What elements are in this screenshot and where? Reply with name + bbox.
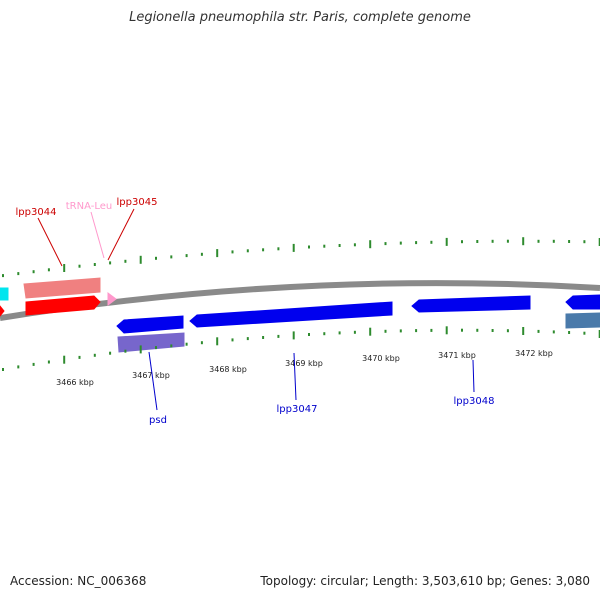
label-leaders: [37, 208, 475, 411]
gene-label-lpp3045[interactable]: lpp3045: [117, 197, 158, 208]
leader-line-lpp3048: [472, 359, 475, 393]
partial-gene-left-cyan-feature[interactable]: [0, 287, 9, 301]
scale-label: 3470 kbp: [362, 354, 400, 363]
inner-tick-row: [2, 326, 600, 371]
scale-labels: 3466 kbp 3467 kbp 3468 kbp 3469 kbp 3470…: [56, 349, 553, 387]
gene-labels: lpp3044 tRNA-Leu lpp3045 psd lpp3047 lpp…: [16, 197, 495, 426]
gene-lpp3047-feature[interactable]: [189, 301, 393, 328]
scale-label: 3466 kbp: [56, 378, 94, 387]
gene-label-lpp3044[interactable]: lpp3044: [16, 207, 57, 218]
accession-text: Accession: NC_006368: [10, 574, 147, 588]
scale-label: 3469 kbp: [285, 359, 323, 368]
leader-line-lpp3044: [37, 217, 63, 267]
gene-psd-feature[interactable]: [117, 332, 185, 353]
partial-gene-right-blue-feature[interactable]: [565, 294, 600, 310]
outer-tick-row: [2, 237, 600, 278]
leader-line-trna-leu: [90, 211, 105, 259]
scale-label: 3472 kbp: [515, 349, 553, 358]
trna-leu-feature[interactable]: [107, 292, 117, 306]
gene-label-lpp3047[interactable]: lpp3047: [277, 404, 318, 415]
gene-label-lpp3048[interactable]: lpp3048: [454, 396, 495, 407]
gene-label-trna-leu[interactable]: tRNA-Leu: [66, 201, 112, 212]
gene-label-psd[interactable]: psd: [149, 415, 167, 426]
forward-strand-features: [0, 277, 117, 317]
gene-lpp3044-feature[interactable]: [23, 277, 101, 299]
leader-line-lpp3047: [293, 352, 297, 401]
leader-line-psd: [148, 351, 158, 411]
scale-label: 3471 kbp: [438, 351, 476, 360]
gene-lpp3045-feature[interactable]: [25, 295, 101, 316]
reverse-gene-small-feature[interactable]: [116, 315, 184, 334]
reverse-strand-features: [116, 294, 600, 353]
partial-gene-left-red-feature[interactable]: [0, 305, 5, 317]
scale-label: 3468 kbp: [209, 365, 247, 374]
gene-lpp3048-feature[interactable]: [411, 295, 531, 313]
topology-summary-text: Topology: circular; Length: 3,503,610 bp…: [260, 574, 590, 588]
scale-label: 3467 kbp: [132, 371, 170, 380]
partial-gene-right-steel-feature[interactable]: [565, 312, 600, 329]
leader-line-lpp3045: [107, 208, 135, 261]
map-title: Legionella pneumophila str. Paris, compl…: [129, 10, 471, 25]
